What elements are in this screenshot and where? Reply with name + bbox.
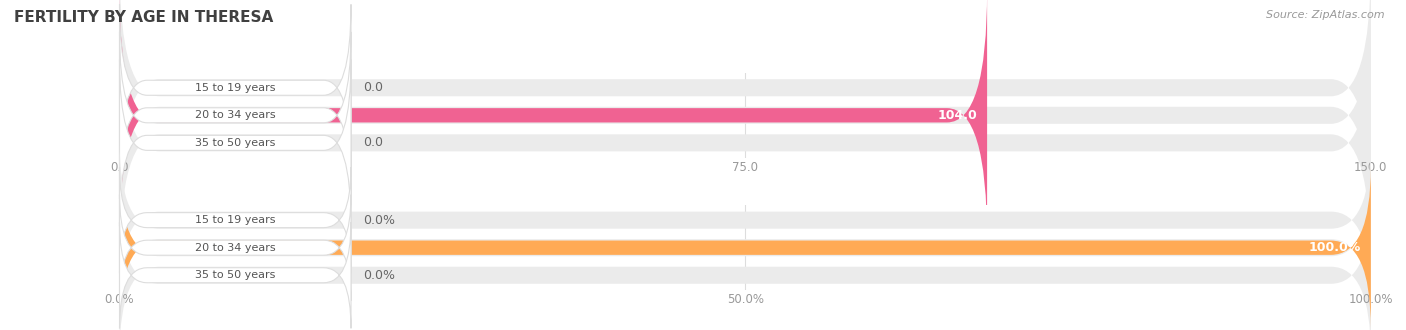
- Text: 35 to 50 years: 35 to 50 years: [195, 138, 276, 148]
- FancyBboxPatch shape: [120, 168, 1371, 327]
- Text: 0.0: 0.0: [364, 136, 384, 149]
- FancyBboxPatch shape: [120, 0, 1371, 212]
- FancyBboxPatch shape: [120, 0, 987, 240]
- Text: 20 to 34 years: 20 to 34 years: [195, 243, 276, 253]
- FancyBboxPatch shape: [120, 167, 1371, 329]
- Text: 0.0%: 0.0%: [364, 214, 395, 227]
- Text: 100.0%: 100.0%: [1309, 241, 1361, 254]
- Text: 35 to 50 years: 35 to 50 years: [195, 270, 276, 280]
- Text: FERTILITY BY AGE IN THERESA: FERTILITY BY AGE IN THERESA: [14, 10, 273, 25]
- Text: 15 to 19 years: 15 to 19 years: [195, 215, 276, 225]
- Text: 15 to 19 years: 15 to 19 years: [195, 83, 276, 93]
- FancyBboxPatch shape: [120, 222, 352, 328]
- FancyBboxPatch shape: [120, 196, 1371, 330]
- FancyBboxPatch shape: [120, 195, 352, 301]
- FancyBboxPatch shape: [120, 167, 352, 273]
- FancyBboxPatch shape: [120, 59, 352, 226]
- FancyBboxPatch shape: [120, 4, 352, 171]
- Text: 0.0%: 0.0%: [364, 269, 395, 282]
- Text: 20 to 34 years: 20 to 34 years: [195, 110, 276, 120]
- Text: 0.0: 0.0: [364, 81, 384, 94]
- FancyBboxPatch shape: [120, 19, 1371, 267]
- Text: 104.0: 104.0: [938, 109, 977, 122]
- Text: Source: ZipAtlas.com: Source: ZipAtlas.com: [1267, 10, 1385, 20]
- FancyBboxPatch shape: [120, 141, 1371, 300]
- FancyBboxPatch shape: [120, 32, 352, 199]
- FancyBboxPatch shape: [120, 0, 1371, 239]
